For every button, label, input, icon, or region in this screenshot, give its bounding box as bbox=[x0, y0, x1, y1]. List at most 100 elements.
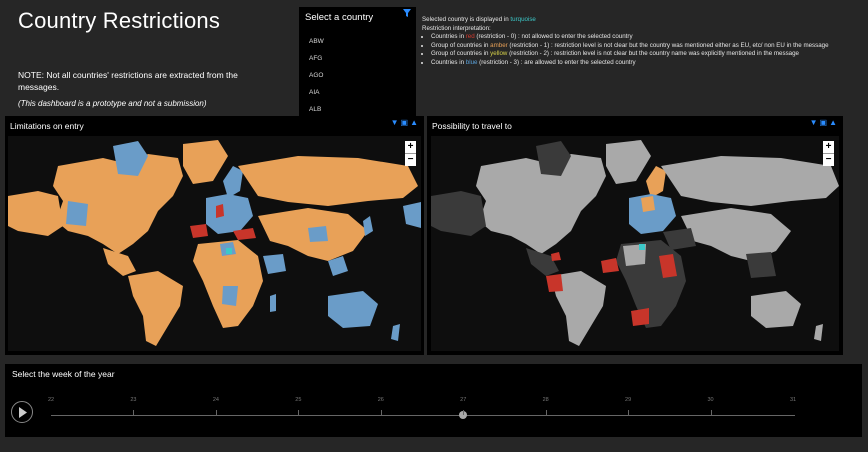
map-region-canada-dark bbox=[536, 141, 571, 176]
map-region-southeast-asia-blue bbox=[328, 256, 348, 276]
limitations-map-title: Limitations on entry bbox=[10, 121, 84, 131]
map-region-australia bbox=[328, 291, 378, 328]
map-region-central-america bbox=[526, 248, 559, 276]
week-tick-label: 22 bbox=[47, 397, 55, 403]
week-tick-label: 25 bbox=[295, 397, 302, 403]
export-icon[interactable]: ▣ bbox=[400, 118, 411, 127]
panel-toolbar: ▼▣▲ bbox=[810, 118, 839, 127]
travel-map-title: Possibility to travel to bbox=[432, 121, 512, 131]
week-tick-mark bbox=[628, 410, 630, 415]
collapse-icon[interactable]: ▲ bbox=[410, 118, 420, 127]
play-icon bbox=[19, 407, 27, 418]
map-region-east-asia-blue bbox=[403, 202, 421, 228]
limitations-map-panel: Limitations on entry ▼▣▲ bbox=[5, 116, 424, 355]
map-region-asia-blue bbox=[263, 254, 286, 274]
filter-icon[interactable]: ▼ bbox=[390, 118, 401, 127]
map-region-central-america bbox=[103, 248, 136, 276]
map-region-australia bbox=[751, 291, 801, 328]
play-button[interactable] bbox=[11, 401, 33, 423]
map-region-southeast-asia bbox=[746, 252, 776, 278]
collapse-icon[interactable]: ▲ bbox=[829, 118, 839, 127]
legend-interpretation-heading: Restriction interpretation: bbox=[422, 24, 491, 32]
zoom-in-button[interactable]: + bbox=[823, 141, 834, 154]
week-slider-handle[interactable] bbox=[459, 411, 468, 419]
map-region-alaska bbox=[8, 191, 63, 236]
zoom-out-button[interactable]: − bbox=[825, 154, 832, 165]
map-region-europe-red bbox=[216, 204, 224, 218]
map-region-scandinavia bbox=[223, 166, 243, 198]
zoom-controls: + − bbox=[405, 141, 416, 166]
map-region-europe-amber bbox=[641, 196, 655, 212]
map-region-new-zealand bbox=[814, 324, 823, 341]
map-region-caribbean-red bbox=[551, 252, 561, 261]
country-selector-header: Select a country bbox=[305, 12, 374, 23]
week-tick-label: 24 bbox=[212, 397, 219, 403]
week-tick-label: 28 bbox=[542, 397, 549, 403]
week-tick-mark bbox=[710, 410, 712, 415]
page-title: Country Restrictions bbox=[18, 8, 221, 33]
export-icon[interactable]: ▣ bbox=[819, 118, 830, 127]
map-region-middle-east-red bbox=[233, 228, 256, 240]
country-option-ago[interactable]: AGO bbox=[309, 72, 324, 79]
travel-map[interactable]: + − bbox=[431, 136, 839, 351]
travel-map-panel: Possibility to travel to ▼▣▲ bbox=[427, 116, 843, 355]
country-option-abw[interactable]: ABW bbox=[309, 38, 324, 45]
map-region-turquoise-selected bbox=[226, 248, 232, 254]
zoom-controls: + − bbox=[823, 141, 834, 166]
map-region-south-africa-red bbox=[631, 308, 649, 326]
map-region-japan bbox=[363, 216, 373, 236]
country-option-afg[interactable]: AFG bbox=[309, 55, 323, 62]
map-region-north-america bbox=[53, 154, 183, 254]
legend-item-red: Countries in red (restriction - 0) : not… bbox=[431, 33, 852, 42]
week-tick-mark bbox=[380, 410, 382, 415]
map-region-south-america-red bbox=[546, 274, 563, 292]
week-tick-label: 30 bbox=[707, 397, 714, 403]
week-slider-title: Select the week of the year bbox=[12, 369, 115, 379]
map-region-us-blue bbox=[66, 201, 88, 226]
map-region-middle-east bbox=[663, 228, 696, 250]
filter-icon[interactable]: ▼ bbox=[809, 118, 820, 127]
limitations-map[interactable]: + − bbox=[8, 136, 421, 351]
map-region-asia bbox=[681, 208, 791, 261]
country-option-alb[interactable]: ALB bbox=[309, 106, 322, 113]
filter-icon[interactable] bbox=[403, 9, 411, 19]
map-region-africa-turquoise bbox=[639, 244, 645, 250]
map-region-europe bbox=[206, 194, 253, 234]
week-tick-label: 31 bbox=[789, 397, 797, 403]
week-tick-mark bbox=[545, 410, 547, 415]
week-tick-mark bbox=[215, 410, 217, 415]
map-region-south-america bbox=[551, 271, 606, 346]
legend-item-blue: Countries in blue (restriction - 3) : ar… bbox=[431, 59, 852, 68]
week-tick-label: 26 bbox=[377, 397, 384, 403]
country-option-aia[interactable]: AIA bbox=[309, 89, 320, 96]
legend-item-yellow: Group of countries in yellow (restrictio… bbox=[431, 50, 852, 59]
week-tick-label: 29 bbox=[625, 397, 632, 403]
week-tick-mark bbox=[298, 410, 300, 415]
map-region-africa bbox=[193, 240, 263, 328]
week-tick-mark bbox=[463, 410, 465, 415]
week-tick-mark bbox=[133, 410, 135, 415]
zoom-in-button[interactable]: + bbox=[405, 141, 416, 154]
map-region-greenland bbox=[183, 140, 228, 184]
map-region-africa-red bbox=[601, 258, 619, 273]
map-region-europe bbox=[629, 194, 676, 234]
week-tick-label: 27 bbox=[460, 397, 467, 403]
prototype-note: (This dashboard is a prototype and not a… bbox=[18, 99, 207, 108]
map-region-new-zealand bbox=[391, 324, 400, 341]
map-region-russia bbox=[238, 156, 418, 206]
map-region-scandinavia bbox=[646, 166, 666, 198]
week-slider-track[interactable] bbox=[51, 415, 795, 416]
legend-selected-line: Selected country is displayed in turquoi… bbox=[422, 16, 536, 23]
week-slider-panel: Select the week of the year 22 23 24 25 26 27… bbox=[5, 364, 862, 437]
map-region-africa-south-blue bbox=[222, 286, 238, 306]
map-region-greenland bbox=[606, 140, 651, 184]
legend-turquoise-word: turquoise bbox=[510, 16, 536, 23]
map-region-iberia bbox=[190, 224, 208, 238]
map-region-china-blue bbox=[308, 226, 328, 242]
map-region-alaska bbox=[431, 191, 486, 236]
zoom-out-button[interactable]: − bbox=[407, 154, 414, 165]
legend-item-amber: Group of countries in amber (restriction… bbox=[431, 42, 852, 51]
map-region-horn-africa-red bbox=[659, 254, 677, 278]
country-selector[interactable]: Select a country ABW AFG AGO AIA ALB bbox=[299, 7, 416, 116]
map-region-north-america bbox=[476, 154, 606, 254]
